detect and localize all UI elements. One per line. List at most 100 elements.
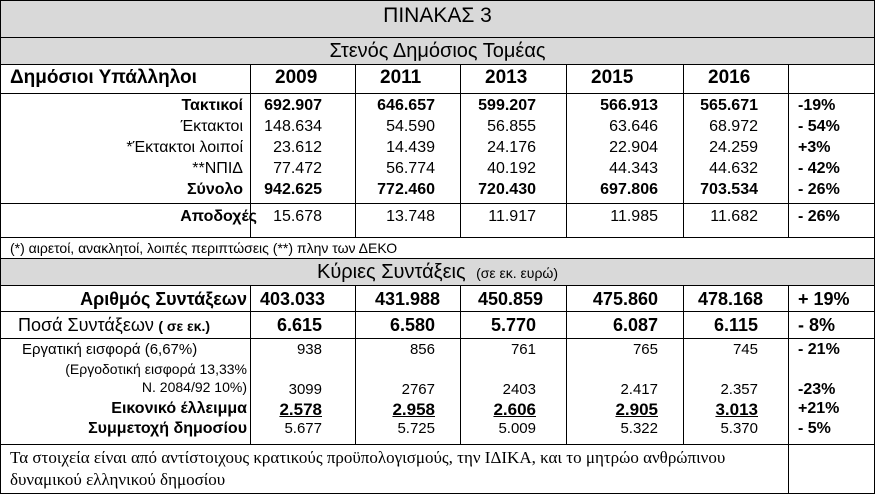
deficit-value: 2.578 (279, 400, 322, 419)
cell-value: 40.192 (487, 160, 536, 177)
count-value: 450.859 (478, 289, 544, 309)
source-note: Τα στοιχεία είναι από αντίστοιχους κρατι… (10, 448, 726, 489)
column-divider (355, 285, 356, 445)
amount-value: 6.615 (276, 315, 322, 335)
cell-value: 54.590 (386, 118, 435, 135)
worker-value: 856 (409, 341, 435, 358)
state-label: Συμμετοχή δημοσίου (88, 420, 247, 437)
footnote: (*) αιρετοί, ανακλητοί, λοιπές περιπτώσε… (10, 240, 398, 256)
amount-row-label-wrap: Ποσά Συντάξεων ( σε εκ.) (18, 315, 210, 336)
cell-value: 23.612 (273, 139, 322, 156)
cell-value: 77.472 (273, 160, 322, 177)
deficit-value: 2.958 (392, 400, 435, 419)
count-change: + 19% (798, 289, 850, 309)
pay-row-label: Αποδοχές (180, 208, 257, 225)
column-divider (566, 64, 567, 238)
section2-heading: Κύριες Συντάξεις (316, 261, 466, 283)
employer-change: -23% (798, 381, 836, 398)
worker-label: Εργατική εισφορά (6,67%) (22, 341, 198, 358)
column-divider (250, 285, 251, 445)
table-title: ΠΙΝΑΚΑΣ 3 (383, 4, 492, 27)
deficit-change: +21% (798, 400, 840, 417)
change-value: -19% (798, 97, 836, 114)
state-change: - 5% (798, 420, 831, 437)
count-row-label: Αριθμός Συντάξεων (80, 289, 247, 309)
deficit-value: 2.606 (493, 400, 536, 419)
cell-value: 56.774 (386, 160, 435, 177)
pay-value: 13.748 (386, 208, 435, 225)
count-value: 431.988 (375, 289, 441, 309)
employer-value: 2767 (401, 381, 435, 398)
count-value: 475.860 (592, 289, 658, 309)
deficit-value: 3.013 (715, 400, 758, 419)
year-2011: 2011 (380, 67, 422, 88)
state-value: 5.322 (620, 420, 658, 437)
cell-value: 703.534 (700, 181, 758, 198)
column-divider (566, 285, 567, 445)
worker-value: 938 (296, 341, 322, 358)
section1-header-bar (0, 37, 875, 65)
cell-value: 772.460 (377, 181, 435, 198)
year-2016: 2016 (708, 67, 751, 88)
worker-value: 765 (632, 341, 658, 358)
cell-value: 942.625 (264, 181, 322, 198)
year-2015: 2015 (591, 67, 634, 88)
cell-value: 14.439 (386, 139, 435, 156)
cell-value: 599.207 (478, 97, 536, 114)
deficit-label: Εικονικό έλλειμμα (111, 400, 247, 417)
pay-value: 11.985 (610, 208, 658, 225)
row-label: *Έκτακτοι λοιποί (126, 139, 243, 156)
pay-change: - 26% (798, 208, 840, 225)
column-divider (788, 285, 789, 445)
employer-label-2: Ν. 2084/92 10%) (141, 379, 247, 395)
cell-value: 24.176 (487, 139, 536, 156)
cell-value: 566.913 (600, 97, 658, 114)
column-divider (460, 64, 461, 238)
change-value: +3% (798, 139, 831, 156)
amount-row-label-note: ( σε εκ.) (158, 318, 211, 334)
pay-value: 15.678 (273, 208, 322, 225)
cell-value: 692.907 (264, 97, 322, 114)
column-divider (683, 285, 684, 445)
cell-value: 697.806 (600, 181, 658, 198)
employer-label-1: (Εργοδοτική εισφορά 13,33% (65, 361, 247, 377)
state-value: 5.370 (720, 420, 758, 437)
row-label: Σύνολο (186, 181, 243, 198)
section2-heading-note: (σε εκ. ευρώ) (476, 265, 559, 281)
change-value: - 42% (798, 160, 840, 177)
amount-row-label: Ποσά Συντάξεων (18, 315, 154, 335)
cell-value: 565.671 (700, 97, 758, 114)
change-value: - 54% (798, 118, 840, 135)
column-divider (683, 64, 684, 238)
column-divider (250, 64, 251, 238)
employer-value: 2.417 (620, 381, 658, 398)
column-divider (788, 64, 789, 238)
employees-header: Δημόσιοι Υπάλληλοι (10, 67, 197, 88)
cell-value: 24.259 (709, 139, 758, 156)
worker-value: 761 (510, 341, 536, 358)
pay-value: 11.682 (710, 208, 758, 225)
deficit-value: 2.905 (615, 400, 658, 419)
amount-value: 6.580 (389, 315, 435, 335)
amount-value: 5.770 (490, 315, 536, 335)
amount-change: - 8% (798, 315, 836, 335)
row-label: **ΝΠΙΔ (192, 160, 243, 177)
title-bar (0, 0, 875, 38)
section2-heading-wrap: Κύριες Συντάξεις (σε εκ. ευρώ) (0, 261, 875, 284)
employer-value: 3099 (288, 381, 322, 398)
amount-value: 6.115 (713, 315, 758, 335)
cell-value: 44.343 (609, 160, 658, 177)
year-2013: 2013 (485, 67, 528, 88)
cell-value: 720.430 (478, 181, 536, 198)
worker-change: - 21% (798, 341, 840, 358)
count-value: 403.033 (260, 289, 326, 309)
section1-heading: Στενός Δημόσιος Τομέας (329, 40, 546, 62)
pay-value: 11.917 (488, 208, 536, 225)
state-value: 5.677 (284, 420, 322, 437)
amount-value: 6.087 (612, 315, 658, 335)
cell-value: 63.646 (609, 118, 658, 135)
year-2009: 2009 (275, 67, 318, 88)
change-value: - 26% (798, 181, 840, 198)
state-value: 5.725 (397, 420, 435, 437)
